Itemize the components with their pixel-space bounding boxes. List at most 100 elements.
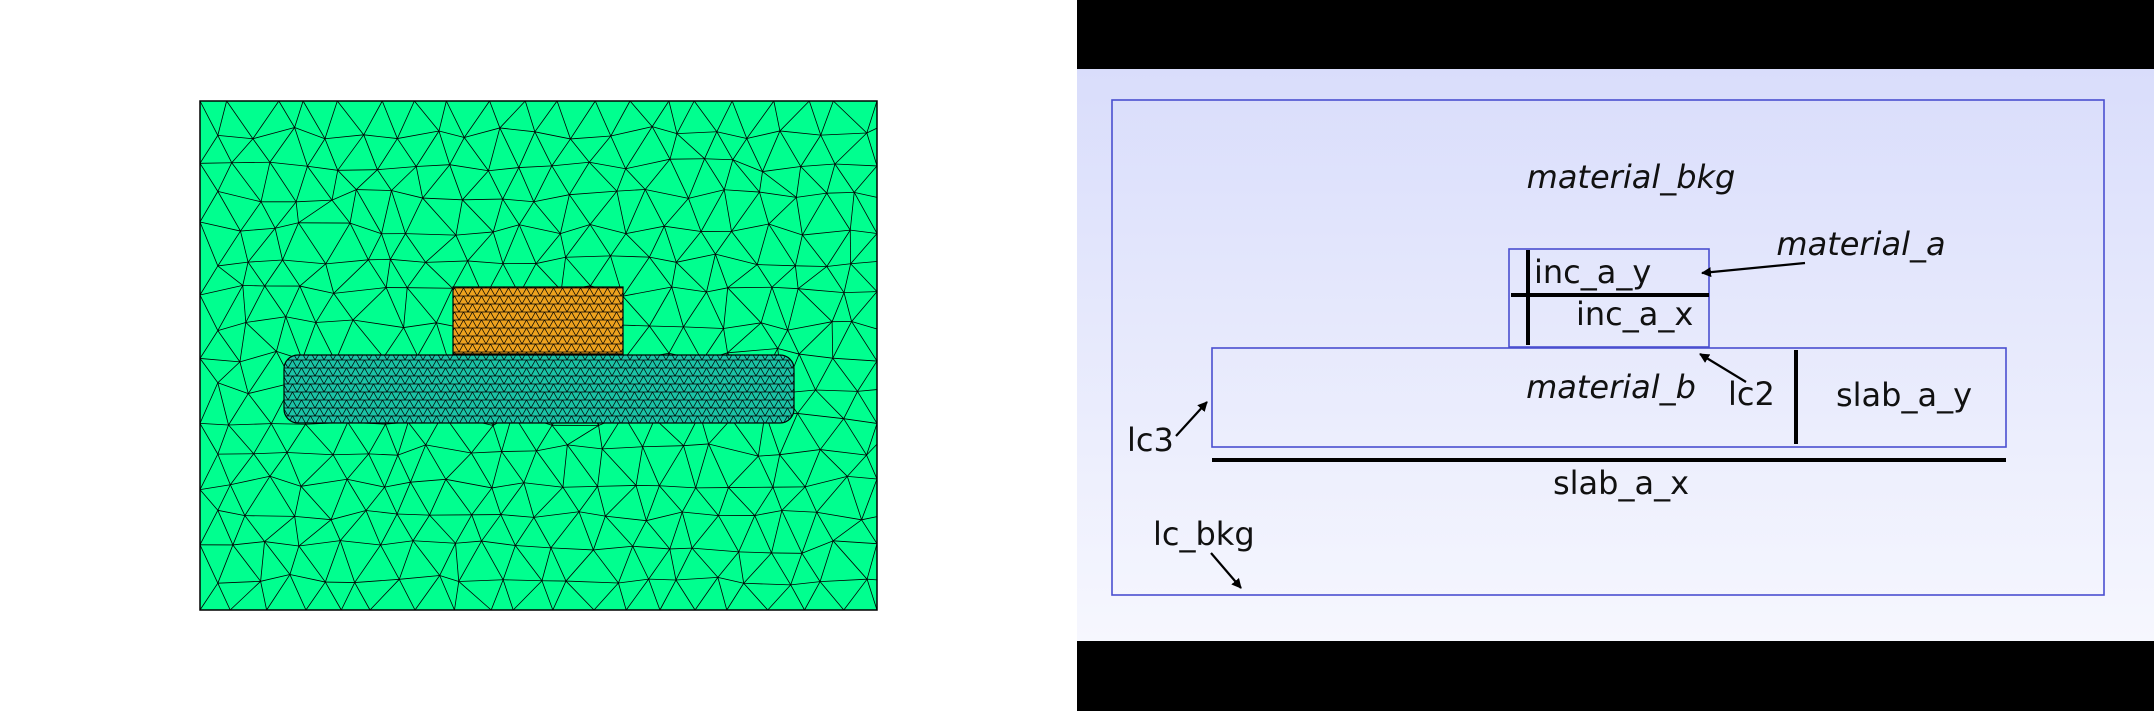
mesh-edge [502, 198, 534, 203]
mesh-edge [199, 423, 219, 455]
mesh-edge [240, 230, 249, 263]
mesh-edge [534, 131, 571, 140]
mesh-edge [671, 286, 707, 293]
mesh-edge [429, 514, 456, 544]
mesh-edge [491, 451, 503, 489]
mesh-edge [405, 233, 426, 263]
mesh-edge [524, 100, 536, 132]
mesh-edge [625, 578, 649, 611]
mesh-edge [732, 159, 763, 172]
mesh-edge [618, 578, 649, 584]
mesh-edge [857, 389, 878, 392]
mesh-edge [298, 519, 332, 547]
mesh-edge [589, 190, 618, 225]
mesh-panel [199, 100, 878, 611]
mesh-edge [368, 259, 387, 288]
mesh-edge [269, 127, 295, 163]
mesh-edge [866, 543, 878, 580]
mesh-edge [325, 259, 369, 265]
mesh-edge [298, 540, 341, 547]
mesh-edge [414, 100, 440, 132]
mesh-edge [260, 541, 265, 582]
mesh-edge [706, 291, 724, 329]
mesh-edge [403, 322, 437, 328]
mesh-edge [781, 510, 803, 554]
mesh-edge [843, 391, 858, 419]
mesh-edge [560, 194, 570, 234]
mesh-edge [492, 198, 504, 233]
mesh-edge [399, 575, 440, 580]
mesh-edge [502, 545, 516, 580]
mesh-edge [463, 137, 489, 172]
mesh-edge [471, 451, 502, 454]
mesh-edge [649, 325, 684, 328]
mesh-edge [560, 224, 591, 234]
mesh-edge [449, 164, 489, 172]
mesh-edge [779, 100, 810, 132]
mesh-edge [499, 127, 520, 168]
mesh-edge [217, 135, 233, 163]
mesh-edge [663, 198, 689, 227]
mesh-edge [199, 294, 219, 331]
mesh-edge [757, 455, 774, 488]
mesh-edge [632, 520, 647, 547]
mesh-edge [560, 257, 566, 291]
mesh-edge [519, 224, 561, 234]
mesh-edge [410, 481, 430, 516]
mesh-edge [694, 577, 719, 611]
mesh-edge [866, 454, 878, 480]
mesh-edge [389, 233, 406, 260]
mesh-edge [331, 199, 351, 224]
mesh-edge [851, 321, 878, 362]
mesh-edge [861, 516, 878, 521]
mesh-edge [199, 163, 219, 192]
mesh-edge [593, 549, 619, 584]
mesh-edge [730, 418, 759, 457]
mesh-edge [800, 134, 822, 167]
mesh-edge [826, 266, 845, 293]
mesh-edge [339, 510, 367, 541]
mesh-edge [518, 165, 552, 168]
mesh-edge [570, 138, 590, 163]
mesh-edge [295, 201, 299, 223]
mesh-edge [500, 482, 525, 515]
mesh-edge [645, 485, 660, 521]
mesh-edge [567, 444, 603, 450]
mesh-edge [467, 260, 504, 265]
mesh-edge [659, 485, 696, 489]
mesh-edge [333, 287, 387, 294]
slab-outline [1211, 347, 2007, 448]
mesh-edge [533, 511, 580, 518]
mesh-edge [717, 577, 728, 611]
mesh-edge [245, 322, 277, 352]
mesh-edge [861, 478, 878, 520]
mesh-edge [429, 479, 447, 516]
mesh-edge [843, 418, 878, 424]
mesh-edge [239, 351, 277, 363]
lc3-arrow [1175, 401, 1208, 437]
mesh-edge [551, 161, 590, 167]
mesh-edge [391, 166, 417, 191]
mesh-edge [337, 170, 357, 190]
mesh-edge [337, 169, 378, 171]
mesh-edge [625, 126, 653, 169]
mesh-edge [598, 425, 603, 449]
mesh-edge [781, 486, 806, 511]
mesh-edge [339, 540, 356, 583]
mesh-edge [797, 413, 844, 420]
mesh-edge [464, 127, 500, 138]
mesh-edge [242, 262, 249, 286]
mesh-edge [332, 422, 349, 455]
mesh-edge [278, 100, 295, 128]
mesh-edge [593, 582, 619, 611]
mesh-edge [325, 263, 335, 294]
mesh-edge [438, 130, 465, 138]
mesh-edge [439, 575, 459, 582]
mesh-edge [229, 484, 246, 516]
mesh-edge [491, 482, 524, 489]
mesh-edge [260, 162, 271, 202]
mesh-edge [760, 322, 779, 349]
mesh-edge [199, 582, 219, 611]
mesh-edge [772, 487, 783, 511]
mesh-edge [771, 510, 783, 554]
